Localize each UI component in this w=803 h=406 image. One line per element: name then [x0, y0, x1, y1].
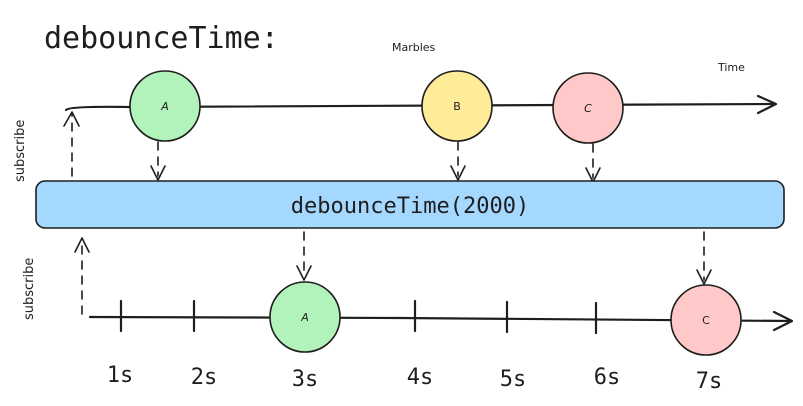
operator-label: debounceTime(2000) — [291, 194, 529, 219]
input-timeline-arrowhead — [756, 94, 778, 115]
tick-label-1s: 1s — [107, 363, 134, 388]
input-marble-c: C — [552, 72, 624, 144]
marbles-header: Marbles — [392, 41, 436, 54]
input-arrow-c — [585, 143, 601, 183]
output-marble-a-label: A — [300, 311, 309, 324]
output-arrow-c — [696, 231, 712, 285]
diagram-title: debounceTime: — [44, 21, 279, 56]
operator-box: debounceTime(2000) — [35, 180, 785, 229]
tick-label-4s: 4s — [407, 365, 434, 390]
input-marble-b-label: B — [453, 100, 461, 113]
input-marble-a-label: A — [160, 100, 169, 113]
tick-label-2s: 2s — [191, 365, 218, 390]
output-marble-a: A — [269, 281, 341, 353]
subscribe-arrow-top — [63, 111, 80, 177]
tick-label-3s: 3s — [292, 367, 319, 392]
subscribe-label-bottom: subscribe — [22, 258, 37, 320]
output-arrow-a — [296, 231, 312, 281]
input-marble-a: A — [129, 70, 201, 142]
output-marble-c: C — [670, 284, 742, 356]
tick-label-7s: 7s — [696, 369, 723, 394]
tick-label-5s: 5s — [500, 367, 527, 392]
tick-label-6s: 6s — [594, 365, 621, 390]
tick-labels: 1s 2s 3s 4s 5s 6s 7s — [107, 363, 723, 394]
subscribe-label-top: subscribe — [13, 120, 28, 182]
subscribe-arrow-bottom — [74, 237, 90, 315]
output-marble-c-label: C — [702, 314, 710, 327]
input-marble-b: B — [421, 70, 493, 142]
input-arrow-a — [150, 141, 166, 181]
time-label: Time — [717, 61, 745, 74]
input-marble-c-label: C — [584, 102, 592, 115]
input-arrow-b — [450, 141, 466, 181]
output-timeline-arrowhead — [772, 310, 794, 332]
